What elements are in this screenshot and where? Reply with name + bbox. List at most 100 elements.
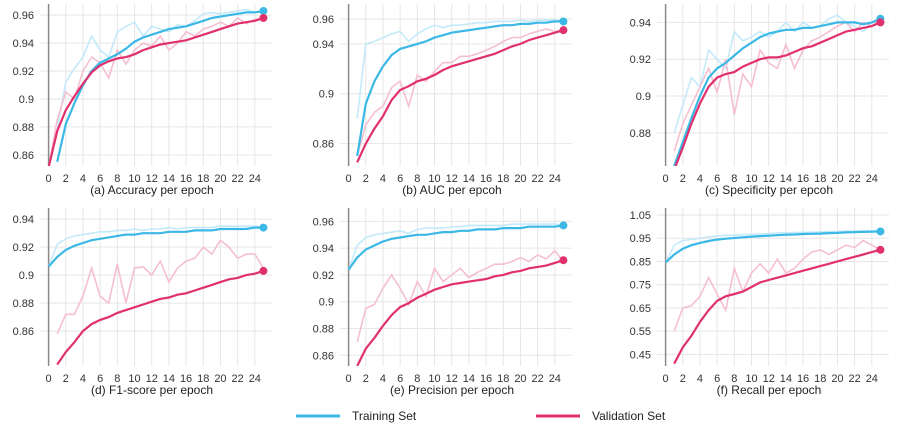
y-tick-label: 0.92 bbox=[13, 66, 34, 78]
x-tick-label: 16 bbox=[480, 173, 492, 185]
x-tick-label: 4 bbox=[697, 173, 703, 185]
series-training-line bbox=[673, 17, 881, 166]
plot-area bbox=[664, 230, 881, 365]
x-tick-label: 16 bbox=[480, 373, 492, 385]
x-tick-label: 12 bbox=[146, 173, 158, 185]
series-validation-line bbox=[674, 21, 881, 166]
legend: Training Set Validation Set bbox=[296, 409, 666, 423]
series-validation-raw-line bbox=[48, 16, 264, 166]
x-tick-label: 22 bbox=[532, 173, 544, 185]
legend-training-label: Training Set bbox=[352, 409, 417, 423]
x-tick-label: 24 bbox=[549, 173, 561, 185]
x-tick-label: 6 bbox=[397, 373, 403, 385]
x-tick-label: 16 bbox=[180, 373, 192, 385]
y-tick-label: 0.94 bbox=[313, 39, 334, 51]
x-tick-label: 24 bbox=[249, 373, 261, 385]
series-validation-raw-line bbox=[356, 249, 565, 343]
x-tick-label: 22 bbox=[849, 373, 861, 385]
series-training-raw-line bbox=[56, 8, 264, 130]
x-tick-label: 12 bbox=[763, 373, 775, 385]
series-training-raw-line bbox=[347, 223, 564, 270]
chart-panels: 0.860.880.90.920.940.960 2 4 6 8 10 12 14 16 18 20… bbox=[13, 4, 889, 397]
x-tick-label: 6 bbox=[714, 173, 720, 185]
x-tick-label: 14 bbox=[780, 173, 792, 185]
chart-panel-6: 0.450.550.650.750.850.951.050 2 4 6 8 10 12 14 1… bbox=[630, 208, 889, 397]
y-tick-label: 0.9 bbox=[19, 270, 34, 282]
series-validation-line bbox=[56, 269, 264, 366]
x-tick-label: 18 bbox=[197, 173, 209, 185]
y-tick-label: 0.94 bbox=[630, 17, 651, 29]
series-validation-end-marker bbox=[876, 245, 885, 254]
series-training-line bbox=[47, 226, 264, 268]
series-validation-raw-line bbox=[56, 239, 265, 335]
x-tick-label: 24 bbox=[866, 173, 878, 185]
series-validation-line bbox=[47, 16, 264, 166]
series-validation-end-marker bbox=[559, 26, 568, 35]
x-tick-label: 2 bbox=[363, 373, 369, 385]
y-tick-label: 1.05 bbox=[630, 210, 651, 222]
y-tick-label: 0.94 bbox=[13, 214, 34, 226]
series-training-raw-line bbox=[664, 230, 881, 263]
chart-panel-1: 0.860.880.90.920.940.960 2 4 6 8 10 12 14 16 18 20… bbox=[13, 4, 272, 197]
plot-area bbox=[356, 19, 564, 163]
series-validation-line bbox=[356, 259, 564, 366]
x-tick-label: 14 bbox=[163, 173, 175, 185]
x-tick-label: 8 bbox=[414, 373, 420, 385]
x-tick-label: 6 bbox=[397, 173, 403, 185]
x-tick-label: 10 bbox=[128, 173, 140, 185]
series-validation-line bbox=[356, 29, 564, 163]
x-tick-label: 20 bbox=[214, 373, 226, 385]
chart-panel-2: 0.860.90.940.960 2 4 6 8 10 12 14 16 18 20 22 24(b) … bbox=[313, 4, 572, 197]
x-tick-label: 4 bbox=[80, 373, 86, 385]
y-tick-label: 0.45 bbox=[630, 349, 651, 361]
x-tick-label: 12 bbox=[446, 173, 458, 185]
x-tick-label: 16 bbox=[797, 373, 809, 385]
y-tick-label: 0.95 bbox=[630, 233, 651, 245]
y-tick-label: 0.88 bbox=[630, 128, 651, 140]
x-tick-label: 16 bbox=[180, 173, 192, 185]
series-training-raw-line bbox=[47, 225, 264, 267]
x-tick-label: 24 bbox=[249, 173, 261, 185]
x-tick-label: 2 bbox=[63, 373, 69, 385]
y-tick-label: 0.92 bbox=[313, 270, 334, 282]
series-training-end-marker bbox=[876, 227, 885, 236]
y-tick-label: 0.55 bbox=[630, 326, 651, 338]
x-tick-label: 14 bbox=[463, 373, 475, 385]
y-tick-label: 0.94 bbox=[13, 38, 34, 50]
panel-caption: (a) Accuracy per epoch bbox=[90, 183, 213, 197]
panel-caption: (e) Precision per epoch bbox=[390, 383, 514, 397]
x-tick-label: 2 bbox=[363, 173, 369, 185]
x-tick-label: 0 bbox=[46, 373, 52, 385]
x-tick-label: 8 bbox=[114, 373, 120, 385]
y-tick-label: 0.9 bbox=[319, 89, 334, 101]
panel-caption: (b) AUC per epcoh bbox=[402, 183, 501, 197]
chart-panel-3: 0.880.90.920.940 2 4 6 8 10 12 14 16 18 20 22 24(c) … bbox=[630, 4, 889, 197]
x-tick-label: 10 bbox=[745, 173, 757, 185]
x-tick-label: 14 bbox=[163, 373, 175, 385]
x-tick-label: 12 bbox=[146, 373, 158, 385]
chart-panel-5: 0.860.880.90.920.940.960 2 4 6 8 10 12 14 16 18 20… bbox=[313, 208, 572, 397]
x-tick-label: 20 bbox=[514, 373, 526, 385]
y-tick-label: 0.86 bbox=[313, 350, 334, 362]
series-training-line bbox=[347, 224, 564, 271]
x-tick-label: 16 bbox=[797, 173, 809, 185]
x-tick-label: 0 bbox=[346, 373, 352, 385]
x-tick-label: 10 bbox=[428, 173, 440, 185]
x-tick-label: 0 bbox=[46, 173, 52, 185]
x-tick-label: 10 bbox=[745, 373, 757, 385]
x-tick-label: 14 bbox=[780, 373, 792, 385]
x-tick-label: 20 bbox=[214, 173, 226, 185]
x-tick-label: 24 bbox=[866, 373, 878, 385]
panel-caption: (d) F1-score per epoch bbox=[91, 383, 213, 397]
chart-panel-4: 0.860.880.90.920.940 2 4 6 8 10 12 14 16 18 20 22 24… bbox=[13, 208, 272, 397]
x-tick-label: 4 bbox=[697, 373, 703, 385]
x-tick-label: 18 bbox=[497, 373, 509, 385]
y-tick-label: 0.94 bbox=[313, 243, 334, 255]
y-tick-label: 0.92 bbox=[13, 242, 34, 254]
y-tick-label: 0.88 bbox=[313, 324, 334, 336]
x-tick-label: 6 bbox=[97, 173, 103, 185]
x-tick-label: 18 bbox=[814, 173, 826, 185]
y-tick-label: 0.96 bbox=[13, 10, 34, 22]
x-tick-label: 4 bbox=[380, 373, 386, 385]
series-training-line bbox=[356, 20, 564, 157]
